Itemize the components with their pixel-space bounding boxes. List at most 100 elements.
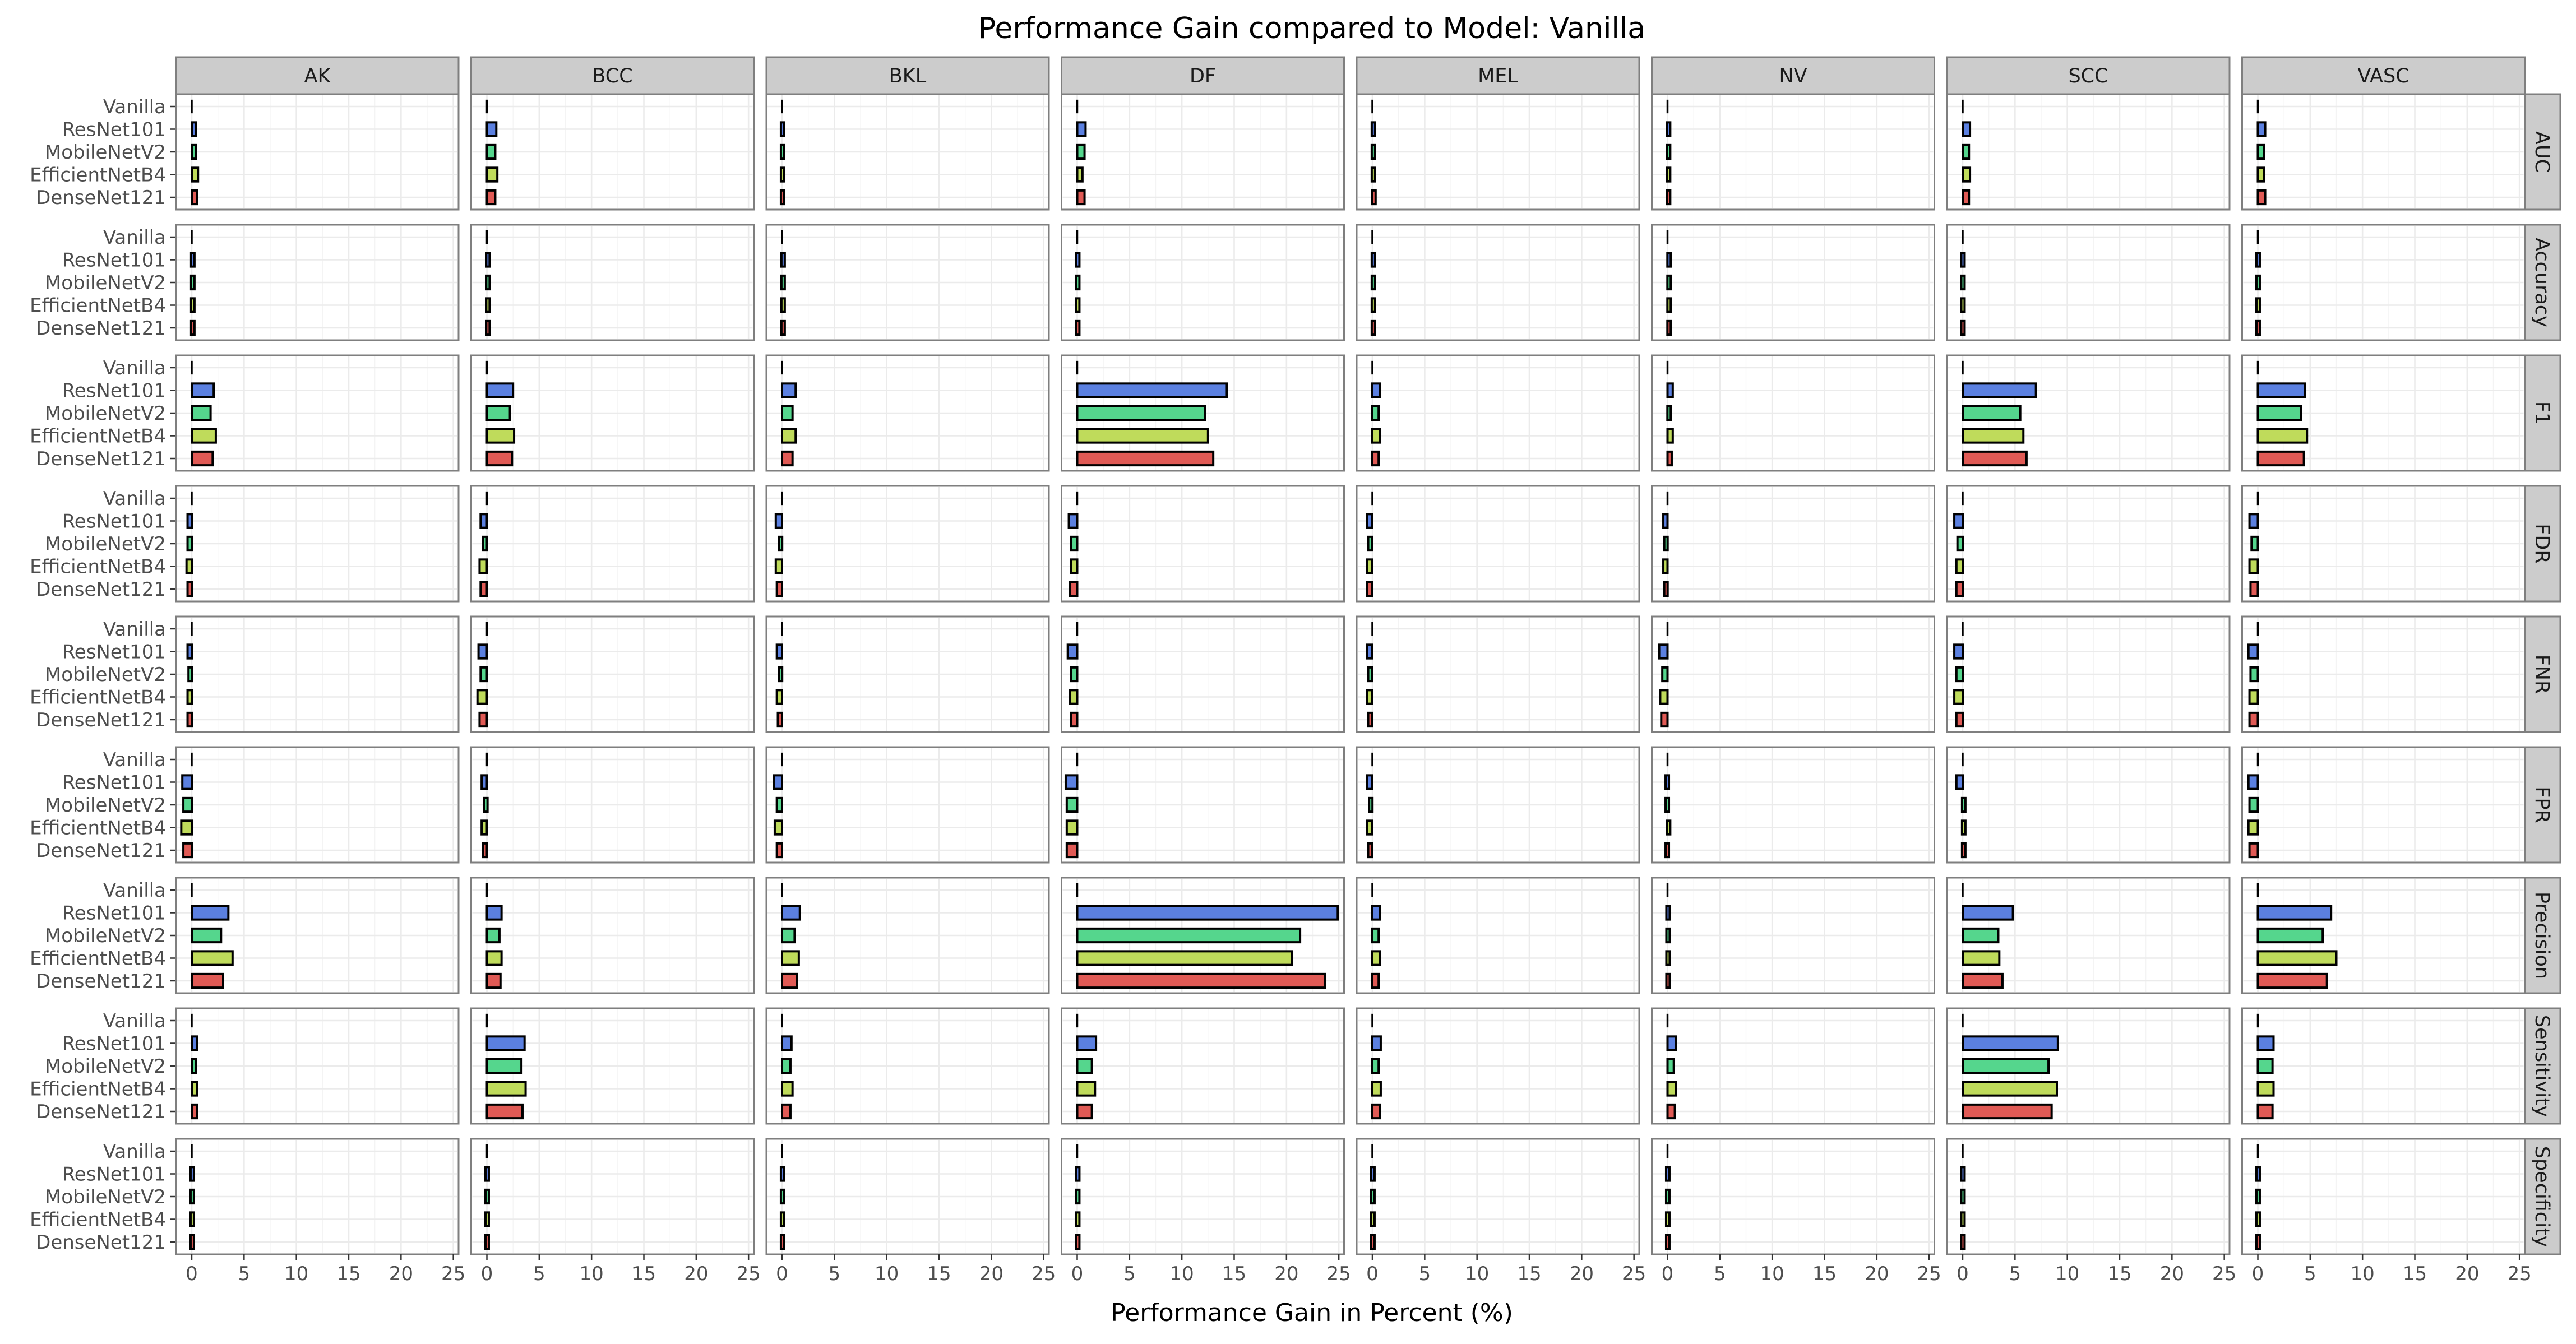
bar-densenet121 bbox=[2255, 1234, 2261, 1250]
bar-densenet121 bbox=[1367, 842, 1374, 859]
panel-specificity-mel bbox=[1356, 1138, 1640, 1255]
bar-densenet121 bbox=[2248, 711, 2259, 728]
facet-label-auc: AUC bbox=[2531, 131, 2553, 173]
bar-efficientnetb4 bbox=[779, 166, 785, 183]
y-tick-label-mobilenetv2: MobileNetV2 bbox=[45, 794, 166, 817]
bar-resnet101 bbox=[1075, 252, 1081, 268]
bar-mobilenetv2 bbox=[781, 1058, 792, 1074]
x-tick-label: 15 bbox=[2403, 1263, 2427, 1285]
panel-fpr-ak bbox=[175, 746, 460, 864]
bar-densenet121 bbox=[1371, 450, 1380, 467]
bar-efficientnetb4 bbox=[485, 428, 516, 444]
bar-densenet121 bbox=[189, 1234, 195, 1250]
bar-efficientnetb4 bbox=[1366, 689, 1374, 705]
bar-densenet121 bbox=[1075, 1234, 1081, 1250]
bar-mobilenetv2 bbox=[781, 927, 796, 944]
bar-mobilenetv2 bbox=[2256, 927, 2324, 944]
bar-resnet101 bbox=[2256, 1035, 2275, 1051]
panel-fnr-ak bbox=[175, 615, 460, 733]
bar-densenet121 bbox=[1370, 319, 1376, 336]
y-tick-label-efficientnetb4: EfficientNetB4 bbox=[30, 295, 166, 317]
bar-densenet121 bbox=[1075, 319, 1081, 336]
bar-efficientnetb4 bbox=[180, 819, 193, 836]
panel-auc-bkl bbox=[765, 93, 1050, 211]
x-tick-label: 5 bbox=[533, 1263, 545, 1285]
bar-efficientnetb4 bbox=[1664, 1211, 1671, 1227]
panel-fnr-bkl bbox=[765, 615, 1050, 733]
bar-densenet121 bbox=[781, 972, 798, 989]
bar-densenet121 bbox=[485, 972, 502, 989]
bar-mobilenetv2 bbox=[2256, 143, 2265, 160]
x-tick-label: 15 bbox=[927, 1263, 951, 1285]
bar-mobilenetv2 bbox=[1962, 1058, 2050, 1074]
bar-densenet121 bbox=[1076, 450, 1215, 467]
x-tick-label: 5 bbox=[1714, 1263, 1726, 1285]
bar-resnet101 bbox=[1366, 513, 1374, 529]
bar-resnet101 bbox=[1953, 643, 1964, 660]
x-tick-label: 0 bbox=[1366, 1263, 1379, 1285]
panel-specificity-bkl bbox=[765, 1138, 1050, 1255]
bar-resnet101 bbox=[781, 905, 801, 921]
bar-efficientnetb4 bbox=[1953, 689, 1964, 705]
bar-mobilenetv2 bbox=[482, 535, 488, 552]
facet-label-f1: F1 bbox=[2531, 401, 2553, 425]
panel-fpr-mel bbox=[1356, 746, 1640, 864]
bar-efficientnetb4 bbox=[1366, 558, 1374, 574]
bar-mobilenetv2 bbox=[2255, 274, 2261, 291]
bar-mobilenetv2 bbox=[2256, 405, 2302, 421]
bar-resnet101 bbox=[780, 252, 786, 268]
bar-mobilenetv2 bbox=[191, 143, 197, 160]
bar-resnet101 bbox=[1960, 1166, 1966, 1182]
x-tick-label: 10 bbox=[580, 1263, 604, 1285]
x-tick-label: 15 bbox=[1812, 1263, 1837, 1285]
bar-efficientnetb4 bbox=[1666, 1081, 1677, 1097]
bar-resnet101 bbox=[189, 252, 196, 268]
bar-mobilenetv2 bbox=[1956, 535, 1964, 552]
bar-densenet121 bbox=[1960, 1234, 1966, 1250]
bar-efficientnetb4 bbox=[480, 819, 488, 836]
bar-mobilenetv2 bbox=[1664, 1188, 1671, 1205]
bar-efficientnetb4 bbox=[1371, 1081, 1382, 1097]
facet-label-mel: MEL bbox=[1478, 65, 1518, 87]
y-tick-label-vanilla: Vanilla bbox=[103, 226, 166, 249]
bar-densenet121 bbox=[2255, 319, 2261, 336]
panel-fnr-df bbox=[1061, 615, 1345, 733]
panel-accuracy-nv bbox=[1651, 224, 1935, 341]
bar-efficientnetb4 bbox=[1955, 558, 1964, 574]
bar-efficientnetb4 bbox=[191, 166, 200, 183]
x-tick-label: 10 bbox=[284, 1263, 308, 1285]
panel-precision-scc bbox=[1946, 877, 2231, 994]
bar-resnet101 bbox=[1064, 774, 1079, 790]
x-tick-label: 0 bbox=[1957, 1263, 1969, 1285]
panel-accuracy-mel bbox=[1356, 224, 1640, 341]
y-tick-label-mobilenetv2: MobileNetV2 bbox=[45, 141, 166, 164]
y-tick-label-mobilenetv2: MobileNetV2 bbox=[45, 272, 166, 294]
bar-resnet101 bbox=[485, 905, 503, 921]
bar-densenet121 bbox=[781, 1103, 792, 1120]
panel-precision-ak bbox=[175, 877, 460, 994]
facet-grid: AK BCC BKL DF MEL NV SCC VASCAUCVanillaResNet10… bbox=[30, 56, 2561, 1285]
bar-mobilenetv2 bbox=[1076, 927, 1302, 944]
bar-resnet101 bbox=[186, 643, 193, 660]
bar-mobilenetv2 bbox=[485, 927, 501, 944]
bar-efficientnetb4 bbox=[1960, 297, 1966, 313]
x-tick-label: 25 bbox=[1327, 1263, 1351, 1285]
bar-resnet101 bbox=[479, 513, 488, 529]
bar-efficientnetb4 bbox=[1069, 689, 1079, 705]
bar-mobilenetv2 bbox=[186, 535, 193, 552]
bar-densenet121 bbox=[1664, 1234, 1671, 1250]
panel-fnr-nv bbox=[1651, 615, 1935, 733]
y-tick-label-efficientnetb4: EfficientNetB4 bbox=[30, 687, 166, 709]
bar-densenet121 bbox=[1371, 972, 1380, 989]
bar-resnet101 bbox=[1962, 121, 1972, 137]
bar-densenet121 bbox=[191, 972, 224, 989]
bar-resnet101 bbox=[2256, 121, 2267, 137]
bar-resnet101 bbox=[2255, 1166, 2261, 1182]
facet-strip-sensitivity bbox=[2522, 1007, 2561, 1125]
panel-f1-nv bbox=[1651, 354, 1935, 472]
bar-mobilenetv2 bbox=[780, 274, 786, 291]
bar-resnet101 bbox=[485, 252, 491, 268]
bar-mobilenetv2 bbox=[779, 143, 785, 160]
facet-label-sensitivity: Sensitivity bbox=[2531, 1015, 2553, 1117]
bar-resnet101 bbox=[1666, 121, 1672, 137]
